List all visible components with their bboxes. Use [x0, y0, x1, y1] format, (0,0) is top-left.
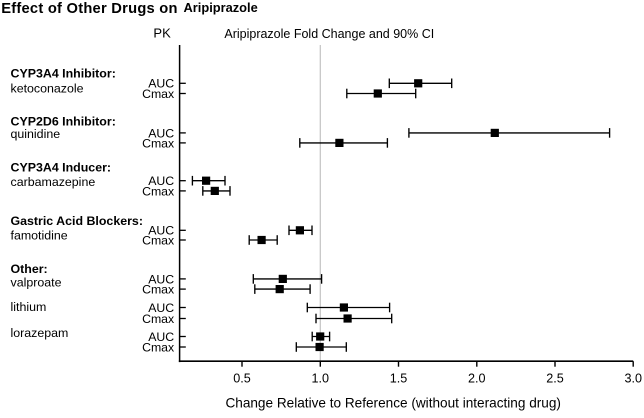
svg-text:famotidine: famotidine: [11, 228, 68, 242]
svg-text:Cmax: Cmax: [142, 136, 175, 150]
svg-text:Aripiprazole Fold Change and 9: Aripiprazole Fold Change and 90% CI: [224, 27, 434, 41]
svg-text:AUC: AUC: [148, 301, 174, 315]
svg-text:ketoconazole: ketoconazole: [11, 82, 84, 96]
svg-text:0.5: 0.5: [233, 371, 251, 385]
svg-text:PK: PK: [153, 26, 171, 41]
svg-text:1.5: 1.5: [390, 371, 408, 385]
svg-text:1.0: 1.0: [312, 371, 330, 385]
svg-text:2.0: 2.0: [468, 371, 486, 385]
svg-text:CYP3A4 Inhibitor:: CYP3A4 Inhibitor:: [11, 66, 116, 80]
svg-text:Cmax: Cmax: [142, 233, 175, 247]
svg-text:CYP3A4 Inducer:: CYP3A4 Inducer:: [11, 161, 112, 175]
svg-text:Cmax: Cmax: [142, 340, 175, 354]
svg-text:2.5: 2.5: [546, 371, 564, 385]
svg-text:Aripiprazole: Aripiprazole: [184, 0, 258, 15]
svg-text:lorazepam: lorazepam: [11, 326, 69, 340]
svg-text:Effect of Other Drugs on: Effect of Other Drugs on: [1, 1, 178, 17]
svg-text:quinidine: quinidine: [11, 127, 61, 141]
svg-text:AUC: AUC: [148, 224, 174, 238]
svg-text:AUC: AUC: [148, 126, 174, 140]
svg-text:AUC: AUC: [148, 174, 174, 188]
svg-text:Change Relative to Reference (: Change Relative to Reference (without in…: [225, 396, 561, 411]
svg-text:valproate: valproate: [11, 275, 62, 289]
svg-text:Other:: Other:: [11, 262, 48, 276]
svg-text:CYP2D6 Inhibitor:: CYP2D6 Inhibitor:: [11, 114, 116, 128]
svg-text:AUC: AUC: [148, 77, 174, 91]
svg-text:Cmax: Cmax: [142, 87, 175, 101]
svg-text:3.0: 3.0: [624, 371, 642, 385]
svg-text:Cmax: Cmax: [142, 184, 175, 198]
svg-text:Cmax: Cmax: [142, 312, 175, 326]
svg-text:Gastric Acid Blockers:: Gastric Acid Blockers:: [11, 214, 143, 228]
svg-text:AUC: AUC: [148, 272, 174, 286]
svg-text:carbamazepine: carbamazepine: [11, 175, 96, 189]
svg-text:Cmax: Cmax: [142, 283, 175, 297]
svg-text:AUC: AUC: [148, 330, 174, 344]
svg-text:lithium: lithium: [11, 300, 47, 314]
